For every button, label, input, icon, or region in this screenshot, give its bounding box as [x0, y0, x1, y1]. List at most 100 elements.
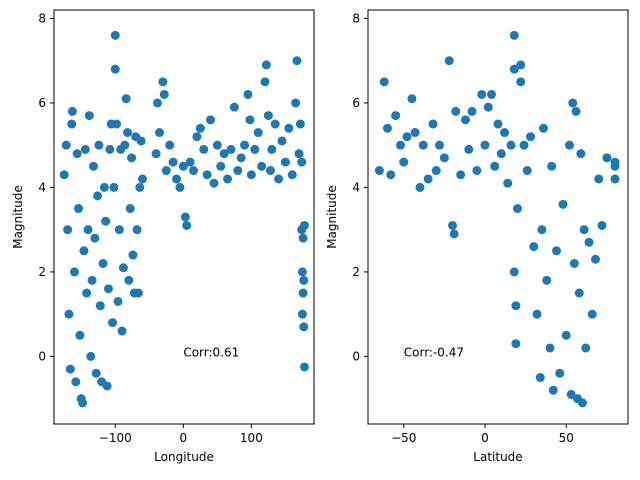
scatter-point: [386, 170, 396, 180]
scatter-point: [121, 94, 131, 104]
scatter-point: [597, 220, 607, 230]
scatter-point: [402, 132, 412, 142]
scatter-point: [511, 339, 521, 349]
scatter-point: [128, 250, 138, 260]
scatter-point: [117, 326, 127, 336]
scatter-point: [79, 246, 89, 256]
scatter-point: [270, 119, 280, 129]
y-axis-label: Magnitude: [325, 185, 339, 249]
scatter-point: [581, 343, 591, 353]
scatter-point: [91, 368, 101, 378]
scatter-point: [102, 381, 112, 391]
scatter-point: [532, 309, 542, 319]
scatter-point: [236, 153, 246, 163]
scatter-point: [240, 140, 250, 150]
scatter-point: [299, 362, 309, 372]
scatter-point: [506, 140, 516, 150]
scatter-point: [209, 178, 219, 188]
scatter-point: [67, 106, 77, 116]
scatter-point: [396, 140, 405, 150]
scatter-point: [449, 229, 459, 239]
scatter-point: [71, 377, 81, 387]
scatter-point: [216, 161, 226, 171]
scatter-point: [444, 56, 454, 66]
scatter-point: [415, 182, 425, 192]
scatter-point: [500, 128, 509, 138]
scatter-point: [535, 373, 545, 383]
scatter-point: [63, 225, 73, 235]
scatter-point: [212, 140, 222, 150]
scatter-point: [103, 284, 113, 294]
scatter-point: [298, 233, 308, 243]
scatter-point: [180, 212, 190, 222]
y-tick-label: 6: [352, 96, 360, 110]
scatter-point: [257, 161, 267, 171]
scatter-point: [118, 263, 128, 273]
scatter-point: [137, 174, 147, 184]
scatter-point: [185, 157, 195, 167]
scatter-point: [175, 182, 185, 192]
scatter-point: [113, 296, 123, 306]
scatter-point: [297, 309, 307, 319]
scatter-point: [464, 144, 474, 154]
scatter-point: [566, 389, 576, 399]
scatter-point: [410, 128, 420, 138]
left-scatter-panel: −100 0 100 0 2 4 6 8 Corr:0.61 Longitude Magni…: [11, 9, 315, 464]
scatter-point: [439, 153, 449, 163]
scatter-point: [274, 174, 284, 184]
scatter-point: [578, 398, 587, 408]
scatter-point: [539, 123, 548, 133]
scatter-point: [579, 225, 589, 235]
scatter-point: [594, 174, 604, 184]
scatter-point: [519, 140, 529, 150]
scatter-point: [569, 258, 579, 268]
scatter-point: [542, 275, 552, 285]
scatter-point: [467, 106, 477, 116]
scatter-point: [74, 204, 84, 214]
scatter-point: [493, 119, 503, 129]
scatter-point: [64, 309, 74, 319]
scatter-point: [602, 153, 612, 163]
scatter-point: [199, 144, 209, 154]
scatter-point: [561, 330, 571, 340]
scatter-point: [178, 161, 188, 171]
x-tick-label: 0: [481, 431, 489, 445]
scatter-point: [529, 242, 539, 252]
scatter-point: [125, 204, 135, 214]
scatter-point: [513, 204, 522, 214]
y-axis-label: Magnitude: [11, 185, 25, 249]
scatter-point: [75, 330, 85, 340]
scatter-point: [95, 301, 105, 311]
scatter-point: [511, 301, 521, 311]
scatter-point: [202, 170, 212, 180]
scatter-point: [195, 123, 205, 133]
scatter-point: [490, 161, 500, 171]
scatter-point: [548, 385, 558, 395]
x-tick-label: 0: [179, 431, 187, 445]
scatter-point: [267, 144, 277, 154]
scatter-point: [87, 275, 97, 285]
scatter-point: [558, 199, 568, 209]
scatter-point: [67, 119, 77, 129]
scatter-point: [610, 174, 620, 184]
scatter-point: [127, 153, 137, 163]
scatter-point: [277, 136, 287, 146]
scatter-point: [136, 136, 146, 146]
scatter-point: [158, 77, 168, 87]
scatter-point: [261, 60, 271, 70]
scatter-point: [407, 94, 417, 104]
scatter-point: [483, 102, 493, 112]
scatter-point: [383, 123, 392, 133]
y-tick-label: 0: [352, 349, 360, 363]
scatter-point: [545, 343, 555, 353]
scatter-point: [110, 64, 120, 74]
y-tick-label: 4: [38, 180, 46, 194]
scatter-point: [555, 368, 565, 378]
scatter-point: [297, 267, 307, 277]
scatter-point: [133, 288, 143, 298]
scatter-point: [124, 275, 134, 285]
x-axis-label: Longitude: [154, 450, 214, 464]
scatter-point: [61, 140, 71, 150]
y-tick-label: 2: [352, 265, 360, 279]
scatter-point: [391, 111, 401, 121]
